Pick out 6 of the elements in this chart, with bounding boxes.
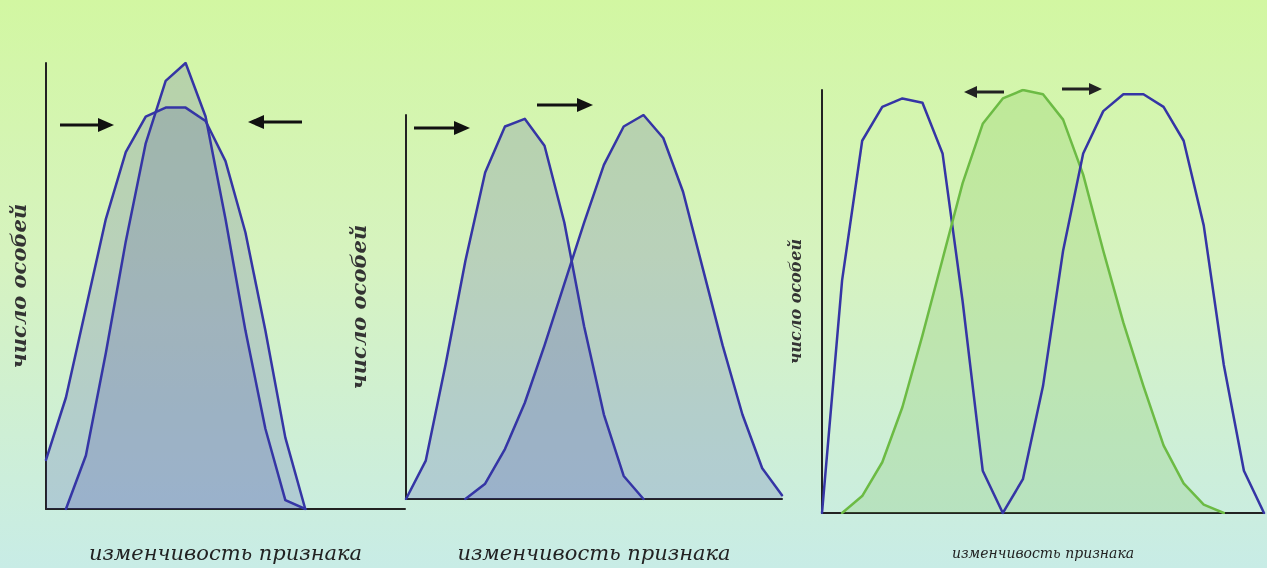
x-axis-title: изменчивость признака bbox=[951, 545, 1135, 561]
y-axis-title: число особей bbox=[785, 238, 805, 365]
y-axis-title: число особей bbox=[6, 203, 31, 369]
y-axis-title: число особей bbox=[346, 224, 371, 390]
x-axis-title: изменчивость признака bbox=[88, 540, 363, 565]
x-axis-title: изменчивость признака bbox=[457, 540, 731, 565]
